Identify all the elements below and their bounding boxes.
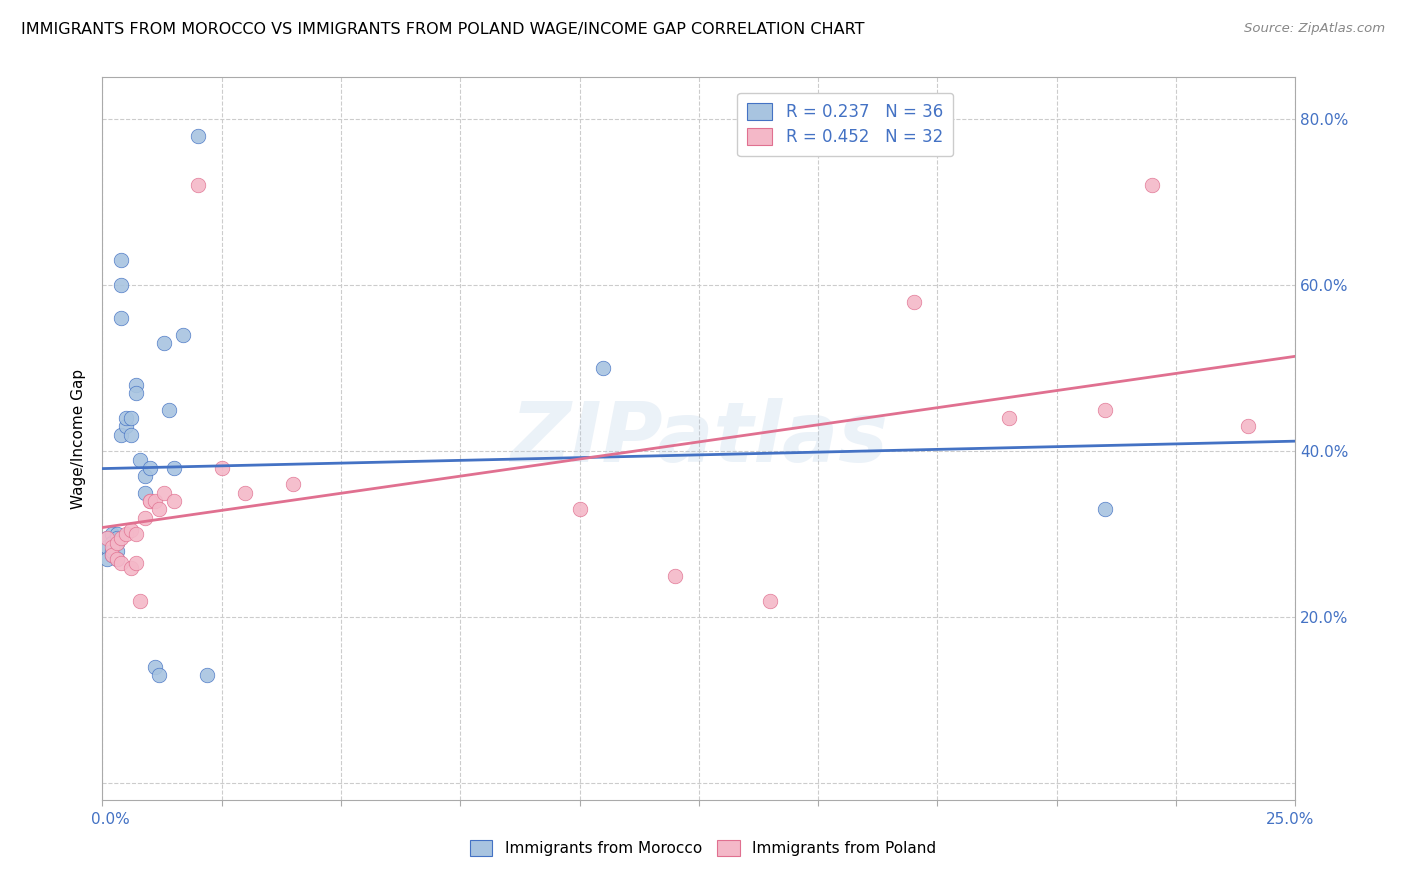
Point xyxy=(998,411,1021,425)
Point xyxy=(100,527,122,541)
Point xyxy=(110,311,132,326)
Point xyxy=(100,535,122,549)
Point xyxy=(235,485,257,500)
Text: 25.0%: 25.0% xyxy=(1267,812,1315,827)
Point xyxy=(195,668,218,682)
Point xyxy=(124,377,146,392)
Point xyxy=(120,523,142,537)
Point xyxy=(1094,502,1116,516)
Point xyxy=(157,402,180,417)
Point xyxy=(105,552,128,566)
Point xyxy=(105,535,128,549)
Point xyxy=(105,535,128,549)
Point xyxy=(187,178,209,193)
Text: IMMIGRANTS FROM MOROCCO VS IMMIGRANTS FROM POLAND WAGE/INCOME GAP CORRELATION CH: IMMIGRANTS FROM MOROCCO VS IMMIGRANTS FR… xyxy=(21,22,865,37)
Point xyxy=(120,427,142,442)
Point xyxy=(1142,178,1164,193)
Point xyxy=(187,128,209,143)
Point xyxy=(1236,419,1258,434)
Y-axis label: Wage/Income Gap: Wage/Income Gap xyxy=(72,368,86,508)
Point xyxy=(110,532,132,546)
Point xyxy=(592,361,614,376)
Point xyxy=(105,552,128,566)
Point xyxy=(120,411,142,425)
Point xyxy=(105,544,128,558)
Point xyxy=(148,668,170,682)
Point xyxy=(129,452,152,467)
Point xyxy=(129,593,152,607)
Text: 0.0%: 0.0% xyxy=(91,812,131,827)
Point xyxy=(163,460,186,475)
Point xyxy=(105,532,128,546)
Text: Source: ZipAtlas.com: Source: ZipAtlas.com xyxy=(1244,22,1385,36)
Point xyxy=(143,660,166,674)
Point xyxy=(110,427,132,442)
Point xyxy=(153,336,176,351)
Point xyxy=(96,532,118,546)
Point xyxy=(281,477,304,491)
Point xyxy=(100,544,122,558)
Point xyxy=(903,294,925,309)
Point xyxy=(96,540,118,554)
Point xyxy=(110,278,132,293)
Point xyxy=(163,494,186,508)
Point xyxy=(148,502,170,516)
Point xyxy=(124,386,146,401)
Point xyxy=(139,494,162,508)
Point xyxy=(134,469,156,483)
Point xyxy=(100,548,122,562)
Point xyxy=(120,560,142,574)
Point xyxy=(664,569,686,583)
Point xyxy=(172,327,194,342)
Legend: Immigrants from Morocco, Immigrants from Poland: Immigrants from Morocco, Immigrants from… xyxy=(464,834,942,862)
Point xyxy=(96,552,118,566)
Point xyxy=(105,527,128,541)
Point xyxy=(139,494,162,508)
Legend: R = 0.237   N = 36, R = 0.452   N = 32: R = 0.237 N = 36, R = 0.452 N = 32 xyxy=(737,93,953,156)
Point xyxy=(110,557,132,571)
Point xyxy=(110,253,132,268)
Point xyxy=(1094,402,1116,417)
Point xyxy=(134,485,156,500)
Point xyxy=(134,510,156,524)
Point xyxy=(211,460,233,475)
Text: ZIPatlas: ZIPatlas xyxy=(510,398,887,479)
Point xyxy=(115,411,138,425)
Point xyxy=(115,419,138,434)
Point xyxy=(124,557,146,571)
Point xyxy=(139,460,162,475)
Point xyxy=(115,527,138,541)
Point xyxy=(100,548,122,562)
Point xyxy=(759,593,782,607)
Point xyxy=(96,532,118,546)
Point xyxy=(568,502,591,516)
Point xyxy=(100,540,122,554)
Point xyxy=(124,527,146,541)
Point xyxy=(153,485,176,500)
Point xyxy=(143,494,166,508)
